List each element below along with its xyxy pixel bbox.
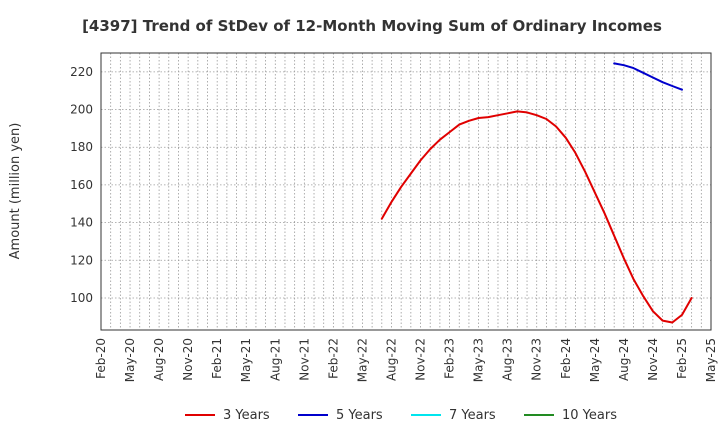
legend-label: 5 Years [336,408,383,423]
x-tick-label: Feb-21 [210,338,224,379]
x-tick-label: Nov-23 [530,338,544,381]
legend-label: 3 Years [223,408,270,423]
x-tick-label: May-23 [472,338,486,382]
x-tick-label: Aug-23 [501,338,515,381]
x-tick-label: May-25 [704,338,718,382]
x-tick-label: May-20 [123,338,137,382]
x-tick-label: Feb-24 [559,338,573,379]
y-tick-label: 180 [70,140,93,154]
y-axis-label: Amount (million yen) [8,123,23,260]
x-tick-label: Feb-20 [94,338,108,379]
y-tick-label: 100 [70,291,93,305]
series-line [613,62,683,91]
y-tick-label: 140 [70,216,93,230]
x-tick-label: Nov-21 [297,338,311,381]
y-tick-label: 220 [70,65,93,79]
x-tick-label: Feb-25 [675,338,689,379]
plot-area: 100 120 140 160 180 200 220 Feb-20 May-20 Aug-20 N… [70,52,718,382]
legend-label: 7 Years [449,408,496,423]
x-tick-label: Aug-21 [268,338,282,381]
y-tick-label: 160 [70,178,93,192]
legend: 3 Years 5 Years 7 Years 10 Years [185,408,617,423]
x-tick-label: May-21 [239,338,253,382]
x-tick-label: Nov-24 [646,338,660,381]
x-tick-label: Aug-22 [384,338,398,381]
legend-label: 10 Years [562,408,617,423]
series-line [380,110,693,324]
x-tick-label: Feb-22 [326,338,340,379]
x-tick-label: May-22 [355,338,369,382]
x-tick-label: Aug-20 [152,338,166,381]
chart-title: [4397] Trend of StDev of 12-Month Moving… [82,17,662,35]
x-tick-label: Feb-23 [443,338,457,379]
y-tick-label: 200 [70,103,93,117]
y-tick-label: 120 [70,253,93,267]
x-tick-label: Aug-24 [617,338,631,381]
x-tick-label: Nov-22 [414,338,428,381]
x-tick-label: Nov-20 [181,338,195,381]
x-tick-label: May-24 [588,338,602,382]
plot-frame [100,52,712,331]
